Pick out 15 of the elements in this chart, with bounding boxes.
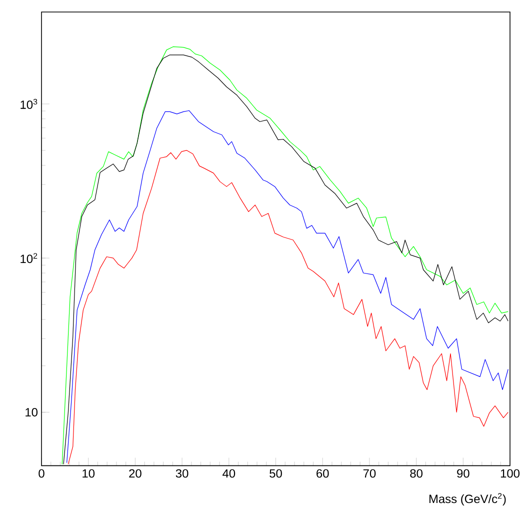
x-tick-label: 0 — [38, 469, 44, 478]
x-tick-label: 30 — [176, 469, 188, 478]
x-tick-label: 70 — [363, 469, 376, 478]
x-tick-label: 40 — [222, 469, 236, 478]
x-tick-label: 50 — [270, 469, 282, 478]
x-axis-title: Mass (GeV/c$^{2}$) — [429, 493, 506, 506]
x-tick-label: 100 — [500, 469, 520, 478]
x-tick-label: 90 — [457, 469, 470, 478]
x-tick-label: 20 — [129, 469, 142, 478]
x-tick-label: 10 — [82, 469, 95, 478]
y-tick-label: 10$^{3}$ — [20, 98, 38, 109]
y-tick-label: 10$^{2}$ — [20, 253, 38, 264]
x-tick-label: 80 — [410, 469, 422, 478]
y-tick-label: 10 — [26, 408, 38, 416]
x-tick-label: 60 — [316, 469, 329, 478]
